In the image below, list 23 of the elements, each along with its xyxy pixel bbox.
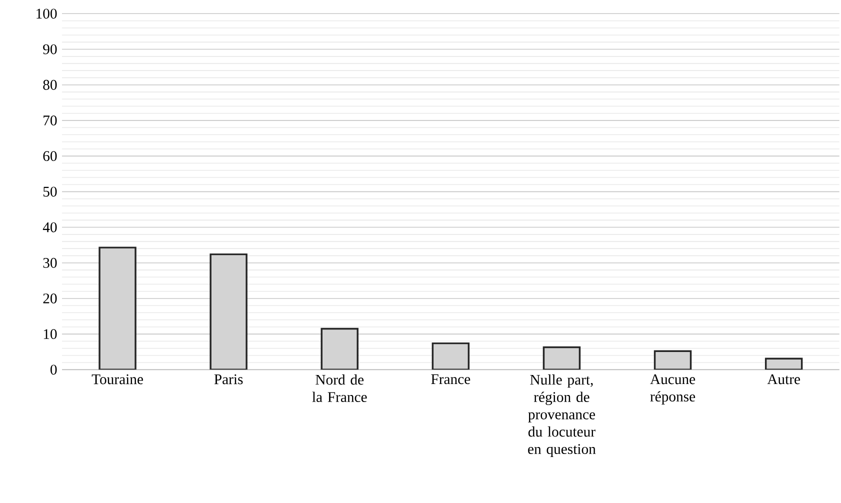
y-tick-label: 30 — [43, 258, 57, 268]
y-tick-label: 70 — [44, 116, 57, 126]
x-tick-label: Nord de la France — [312, 374, 367, 402]
y-tick-label: 90 — [43, 44, 57, 54]
x-tick-label: Aucune réponse — [650, 374, 696, 405]
bar — [210, 253, 248, 370]
y-tick-label: 40 — [42, 222, 57, 232]
x-tick-label: Autre — [767, 374, 800, 384]
x-tick-label: Paris — [214, 374, 243, 384]
bar — [432, 342, 470, 370]
y-tick-label: 80 — [43, 80, 57, 90]
x-tick-label: France — [431, 374, 470, 384]
x-tick-label: Nulle part, région de provenance du locuteur en question — [528, 374, 596, 457]
y-tick-label: 100 — [36, 8, 57, 19]
x-tick-label: Touraine — [92, 374, 143, 384]
y-tick-label: 50 — [43, 186, 57, 197]
bar — [542, 346, 581, 370]
y-tick-label: 60 — [43, 151, 57, 162]
y-tick-label: 0 — [50, 364, 57, 375]
bar — [98, 246, 136, 370]
y-tick-label: 20 — [43, 294, 57, 304]
bar — [320, 328, 358, 370]
y-tick-label: 10 — [44, 329, 57, 340]
